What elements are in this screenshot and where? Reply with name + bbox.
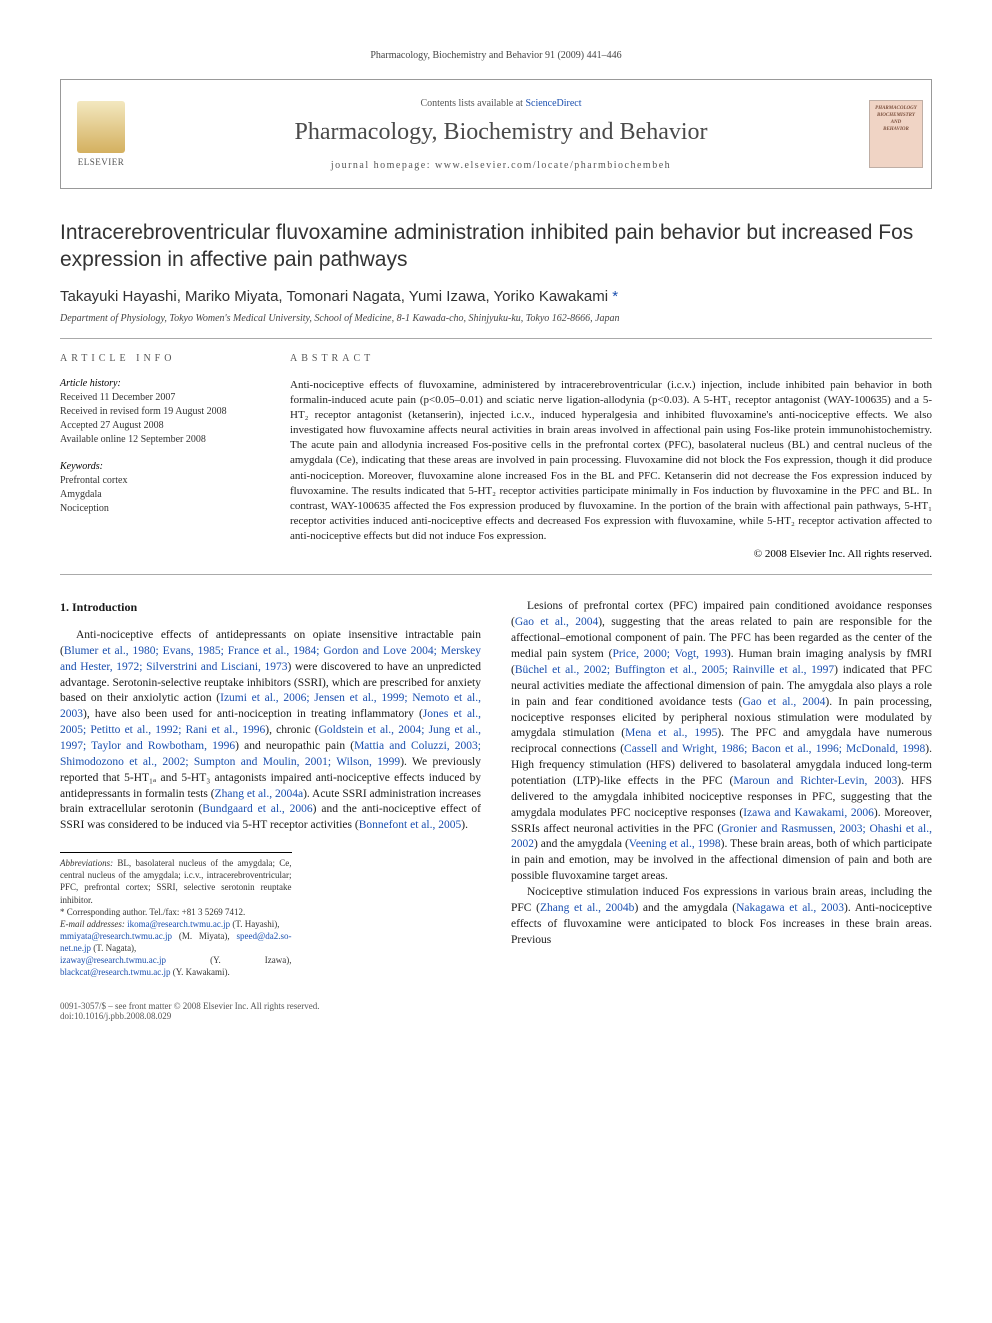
ref-link[interactable]: Bonnefont et al., 2005 [359, 819, 462, 831]
doi-line: doi:10.1016/j.pbb.2008.08.029 [60, 1011, 320, 1021]
ref-link[interactable]: Bundgaard et al., 2006 [202, 803, 312, 815]
footer-left-block: 0091-3057/$ – see front matter © 2008 El… [60, 1001, 320, 1021]
ref-link[interactable]: Gao et al., 2004 [742, 696, 825, 708]
email-line-3: izaway@research.twmu.ac.jp (Y. Izawa), b… [60, 954, 292, 978]
ref-link[interactable]: Gao et al., 2004 [515, 616, 598, 628]
info-abstract-row: ARTICLE INFO Article history: Received 1… [60, 353, 932, 561]
cover-thumb-box: PHARMACOLOGY BIOCHEMISTRY AND BEHAVIOR [869, 100, 923, 168]
p2-text-j: ) and the amygdala ( [534, 838, 629, 850]
keyword-2: Amygdala [60, 488, 260, 502]
p1-text-c: ), have also been used for anti-nocicept… [83, 708, 423, 720]
keywords-head: Keywords: [60, 461, 260, 472]
history-revised: Received in revised form 19 August 2008 [60, 405, 260, 419]
author-names: Takayuki Hayashi, Mariko Miyata, Tomonar… [60, 288, 612, 305]
keyword-1: Prefrontal cortex [60, 474, 260, 488]
journal-center-block: Contents lists available at ScienceDirec… [141, 80, 861, 188]
journal-header-box: ELSEVIER Contents lists available at Sci… [60, 79, 932, 189]
abstract-column: ABSTRACT Anti-nociceptive effects of flu… [290, 353, 932, 561]
thumb-line3: AND [891, 119, 902, 126]
keyword-3: Nociception [60, 502, 260, 516]
article-info-label: ARTICLE INFO [60, 353, 260, 364]
ref-link[interactable]: Zhang et al., 2004a [215, 788, 303, 800]
front-matter-line: 0091-3057/$ – see front matter © 2008 El… [60, 1001, 320, 1011]
article-title: Intracerebroventricular fluvoxamine admi… [60, 219, 932, 274]
ref-link[interactable]: Veening et al., 1998 [629, 838, 721, 850]
introduction-heading: 1. Introduction [60, 599, 481, 616]
journal-cover-thumb: PHARMACOLOGY BIOCHEMISTRY AND BEHAVIOR [861, 80, 931, 188]
journal-name: Pharmacology, Biochemistry and Behavior [294, 119, 707, 146]
contents-available-line: Contents lists available at ScienceDirec… [420, 98, 581, 109]
history-online: Available online 12 September 2008 [60, 433, 260, 447]
email-link-5[interactable]: blackcat@research.twmu.ac.jp [60, 967, 170, 977]
email-head: E-mail addresses: [60, 919, 127, 929]
email-name-4: (Y. Izawa), [166, 955, 292, 965]
thumb-line4: BEHAVIOR [883, 126, 909, 133]
authors-line: Takayuki Hayashi, Mariko Miyata, Tomonar… [60, 288, 932, 305]
ref-link[interactable]: Büchel et al., 2002; Buffington et al., … [515, 664, 834, 676]
contents-prefix: Contents lists available at [420, 98, 525, 109]
ref-link[interactable]: Mena et al., 1995 [625, 727, 717, 739]
p3-text-b: ) and the amygdala ( [634, 902, 736, 914]
corresponding-star-icon: * [612, 288, 618, 305]
email-name-3: (T. Nagata), [91, 943, 136, 953]
elsevier-tree-icon [77, 101, 125, 153]
footnotes-block: Abbreviations: BL, basolateral nucleus o… [60, 852, 292, 978]
ref-link[interactable]: Maroun and Richter-Levin, 2003 [733, 775, 897, 787]
intro-paragraph-3: Nociceptive stimulation induced Fos expr… [511, 885, 932, 948]
email-line-2: mmiyata@research.twmu.ac.jp (M. Miyata),… [60, 930, 292, 954]
p1-text-e: ) and neuropathic pain ( [235, 740, 354, 752]
corresponding-line: * Corresponding author. Tel./fax: +81 3 … [60, 906, 292, 918]
abbrev-head: Abbreviations: [60, 858, 113, 868]
email-link-1[interactable]: ikoma@research.twmu.ac.jp [127, 919, 230, 929]
history-accepted: Accepted 27 August 2008 [60, 419, 260, 433]
ref-link[interactable]: Price, 2000; Vogt, 1993 [612, 648, 726, 660]
ref-link[interactable]: Nakagawa et al., 2003 [736, 902, 844, 914]
p1-text-i: ). [461, 819, 468, 831]
email-name-2: (M. Miyata), [172, 931, 237, 941]
thumb-line2: BIOCHEMISTRY [877, 112, 915, 119]
abstract-text: Anti-nociceptive effects of fluvoxamine,… [290, 378, 932, 545]
sciencedirect-link[interactable]: ScienceDirect [525, 98, 581, 109]
ref-link[interactable]: Zhang et al., 2004b [540, 902, 634, 914]
email-name-1: (T. Hayashi), [230, 919, 279, 929]
running-citation: Pharmacology, Biochemistry and Behavior … [60, 50, 932, 61]
intro-paragraph-2: Lesions of prefrontal cortex (PFC) impai… [511, 599, 932, 884]
history-received: Received 11 December 2007 [60, 391, 260, 405]
divider-top [60, 338, 932, 339]
affiliation: Department of Physiology, Tokyo Women's … [60, 313, 932, 324]
email-name-5: (Y. Kawakami). [170, 967, 229, 977]
page-footer: 0091-3057/$ – see front matter © 2008 El… [60, 1001, 932, 1021]
intro-paragraph-1: Anti-nociceptive effects of antidepressa… [60, 628, 481, 834]
publisher-name: ELSEVIER [78, 157, 125, 167]
history-head: Article history: [60, 378, 260, 389]
abstract-label: ABSTRACT [290, 353, 932, 364]
publisher-logo-block: ELSEVIER [61, 80, 141, 188]
abbreviations-line: Abbreviations: BL, basolateral nucleus o… [60, 857, 292, 906]
body-column-left: 1. Introduction Anti-nociceptive effects… [60, 599, 481, 978]
abstract-copyright: © 2008 Elsevier Inc. All rights reserved… [290, 548, 932, 560]
email-line: E-mail addresses: ikoma@research.twmu.ac… [60, 918, 292, 930]
journal-homepage: journal homepage: www.elsevier.com/locat… [331, 160, 671, 171]
email-link-2[interactable]: mmiyata@research.twmu.ac.jp [60, 931, 172, 941]
ref-link[interactable]: Izawa and Kawakami, 2006 [743, 807, 874, 819]
thumb-line1: PHARMACOLOGY [875, 105, 917, 112]
divider-mid [60, 574, 932, 575]
body-two-columns: 1. Introduction Anti-nociceptive effects… [60, 599, 932, 978]
email-link-4[interactable]: izaway@research.twmu.ac.jp [60, 955, 166, 965]
body-column-right: Lesions of prefrontal cortex (PFC) impai… [511, 599, 932, 978]
p1-text-d: ), chronic ( [265, 724, 318, 736]
ref-link[interactable]: Cassell and Wright, 1986; Bacon et al., … [624, 743, 925, 755]
article-info-column: ARTICLE INFO Article history: Received 1… [60, 353, 260, 561]
